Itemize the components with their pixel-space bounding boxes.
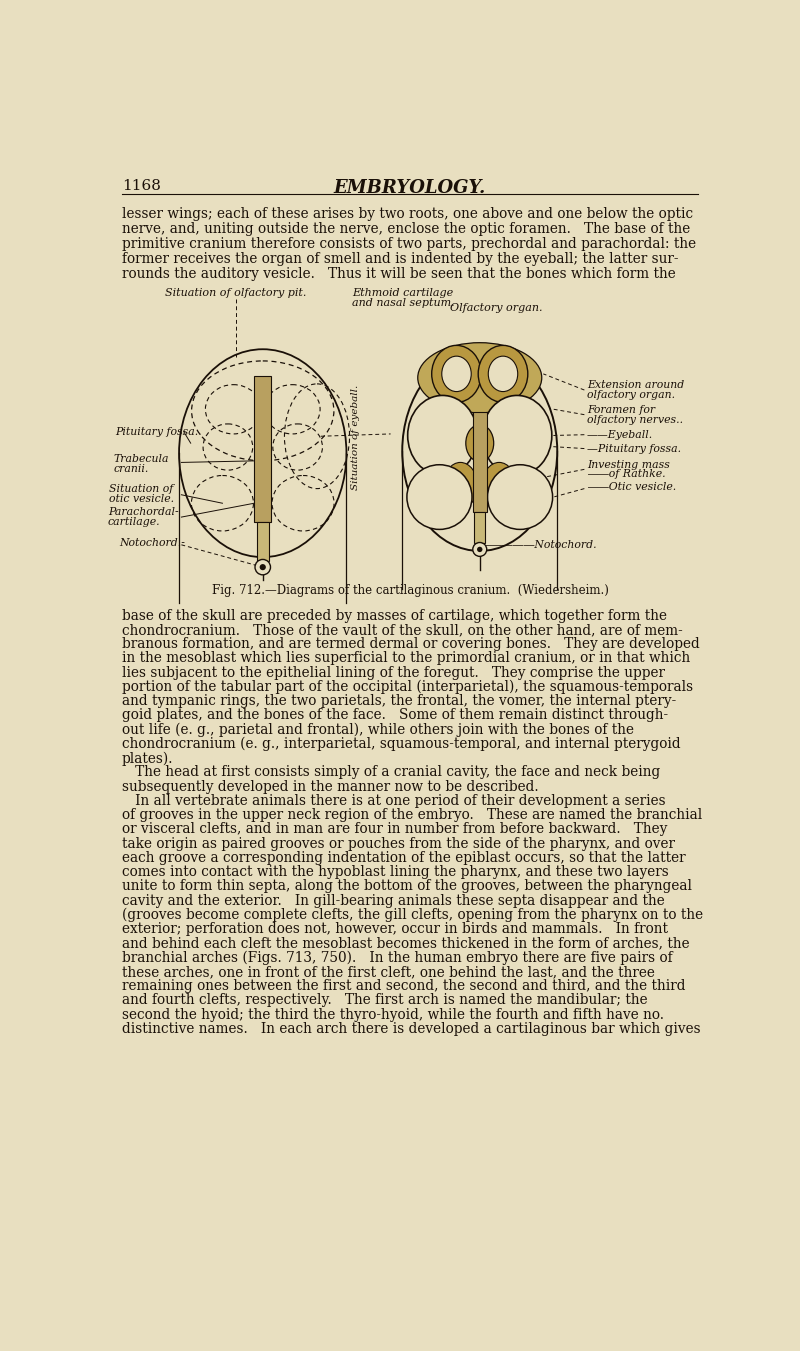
- Ellipse shape: [487, 465, 553, 530]
- Text: chondrocranium (e. g., interparietal, squamous-temporal, and internal pterygoid: chondrocranium (e. g., interparietal, sq…: [122, 736, 680, 751]
- Text: rounds the auditory vesicle.   Thus it will be seen that the bones which form th: rounds the auditory vesicle. Thus it wil…: [122, 267, 675, 281]
- Text: Pituitary fossa..: Pituitary fossa..: [115, 427, 202, 436]
- Text: goid plates, and the bones of the face.   Some of them remain distinct through-: goid plates, and the bones of the face. …: [122, 708, 668, 723]
- Text: distinctive names.   In each arch there is developed a cartilaginous bar which g: distinctive names. In each arch there is…: [122, 1021, 700, 1036]
- Text: —Pituitary fossa.: —Pituitary fossa.: [586, 443, 681, 454]
- Text: of grooves in the upper neck region of the embryo.   These are named the branchi: of grooves in the upper neck region of t…: [122, 808, 702, 823]
- Text: comes into contact with the hypoblast lining the pharynx, and these two layers: comes into contact with the hypoblast li…: [122, 865, 669, 880]
- Circle shape: [260, 565, 266, 570]
- Text: subsequently developed in the manner now to be described.: subsequently developed in the manner now…: [122, 780, 538, 793]
- Ellipse shape: [179, 349, 346, 557]
- Ellipse shape: [442, 357, 471, 392]
- Text: ――Otic vesicle.: ――Otic vesicle.: [586, 482, 676, 492]
- Text: former receives the organ of smell and is indented by the eyeball; the latter su: former receives the organ of smell and i…: [122, 251, 678, 266]
- Text: Trabecula: Trabecula: [114, 454, 170, 463]
- Ellipse shape: [482, 396, 552, 476]
- Ellipse shape: [478, 346, 528, 403]
- Text: Ethmoid cartilage: Ethmoid cartilage: [352, 288, 453, 297]
- Bar: [257, 523, 269, 561]
- Text: 1168: 1168: [122, 180, 161, 193]
- Text: and behind each cleft the mesoblast becomes thickened in the form of arches, the: and behind each cleft the mesoblast beco…: [122, 936, 690, 950]
- Circle shape: [477, 547, 482, 553]
- Text: otic vesicle.: otic vesicle.: [110, 494, 174, 504]
- Text: or visceral clefts, and in man are four in number from before backward.   They: or visceral clefts, and in man are four …: [122, 823, 667, 836]
- Ellipse shape: [488, 357, 518, 392]
- Text: Olfactory organ.: Olfactory organ.: [450, 303, 542, 313]
- Text: plates).: plates).: [122, 751, 173, 766]
- Text: unite to form thin septa, along the bottom of the grooves, between the pharyngea: unite to form thin septa, along the bott…: [122, 880, 692, 893]
- Text: ――of Rathke.: ――of Rathke.: [586, 469, 666, 480]
- Text: lies subjacent to the epithelial lining of the foregut.   They comprise the uppe: lies subjacent to the epithelial lining …: [122, 666, 665, 680]
- Ellipse shape: [482, 462, 516, 508]
- Text: Foramen for: Foramen for: [586, 405, 655, 415]
- Text: Situation of eyeball.: Situation of eyeball.: [351, 385, 360, 490]
- Ellipse shape: [432, 346, 482, 403]
- Text: nerve, and, uniting outside the nerve, enclose the optic foramen.   The base of : nerve, and, uniting outside the nerve, e…: [122, 222, 690, 236]
- Text: out life (e. g., parietal and frontal), while others join with the bones of the: out life (e. g., parietal and frontal), …: [122, 723, 634, 738]
- Text: take origin as paired grooves or pouches from the side of the pharynx, and over: take origin as paired grooves or pouches…: [122, 836, 674, 851]
- Text: each groove a corresponding indentation of the epiblast occurs, so that the latt: each groove a corresponding indentation …: [122, 851, 686, 865]
- Ellipse shape: [407, 465, 472, 530]
- Text: remaining ones between the first and second, the second and third, and the third: remaining ones between the first and sec…: [122, 979, 685, 993]
- Text: chondrocranium.   Those of the vault of the skull, on the other hand, are of mem: chondrocranium. Those of the vault of th…: [122, 623, 682, 636]
- Circle shape: [473, 543, 486, 557]
- Text: ——Eyeball.: ——Eyeball.: [586, 430, 653, 439]
- Ellipse shape: [402, 351, 558, 551]
- Text: in the mesoblast which lies superficial to the primordial cranium, or in that wh: in the mesoblast which lies superficial …: [122, 651, 690, 666]
- Text: portion of the tabular part of the occipital (interparietal), the squamous-tempo: portion of the tabular part of the occip…: [122, 680, 693, 694]
- Text: and tympanic rings, the two parietals, the frontal, the vomer, the internal pter: and tympanic rings, the two parietals, t…: [122, 694, 676, 708]
- Text: and nasal septum.: and nasal septum.: [352, 299, 454, 308]
- Text: Notochord.-: Notochord.-: [119, 538, 186, 549]
- Circle shape: [255, 559, 270, 574]
- Text: olfactory nerves..: olfactory nerves..: [586, 415, 683, 426]
- Text: second the hyoid; the third the thyro-hyoid, while the fourth and fifth have no.: second the hyoid; the third the thyro-hy…: [122, 1008, 664, 1021]
- Text: branchial arches (Figs. 713, 750).   In the human embryo there are five pairs of: branchial arches (Figs. 713, 750). In th…: [122, 951, 672, 965]
- Text: base of the skull are preceded by masses of cartilage, which together form the: base of the skull are preceded by masses…: [122, 609, 666, 623]
- Text: branous formation, and are termed dermal or covering bones.   They are developed: branous formation, and are termed dermal…: [122, 638, 699, 651]
- Ellipse shape: [418, 343, 542, 413]
- Text: (grooves become complete clefts, the gill clefts, opening from the pharynx on to: (grooves become complete clefts, the gil…: [122, 908, 703, 923]
- Text: olfactory organ.: olfactory organ.: [586, 390, 675, 400]
- Ellipse shape: [466, 424, 494, 462]
- Text: Extension around: Extension around: [586, 381, 684, 390]
- Text: cranii.: cranii.: [114, 465, 150, 474]
- Text: Fig. 712.—Diagrams of the cartilaginous cranium.  (Wiedersheim.): Fig. 712.—Diagrams of the cartilaginous …: [211, 584, 609, 597]
- Text: cartilage.: cartilage.: [108, 516, 160, 527]
- Text: Parachordal-: Parachordal-: [108, 508, 178, 517]
- Text: Situation of: Situation of: [110, 485, 174, 494]
- Bar: [254, 376, 271, 523]
- Ellipse shape: [443, 462, 478, 508]
- Text: cavity and the exterior.   In gill-bearing animals these septa disappear and the: cavity and the exterior. In gill-bearing…: [122, 893, 665, 908]
- Bar: [474, 512, 485, 543]
- Text: lesser wings; each of these arises by two roots, one above and one below the opt: lesser wings; each of these arises by tw…: [122, 207, 693, 220]
- Text: Investing mass: Investing mass: [586, 459, 670, 470]
- Text: In all vertebrate animals there is at one period of their development a series: In all vertebrate animals there is at on…: [122, 794, 666, 808]
- Text: EMBRYOLOGY.: EMBRYOLOGY.: [334, 180, 486, 197]
- Text: primitive cranium therefore consists of two parts, prechordal and parachordal: t: primitive cranium therefore consists of …: [122, 236, 696, 251]
- Ellipse shape: [408, 396, 478, 476]
- Text: Situation of olfactory pit.: Situation of olfactory pit.: [165, 288, 306, 297]
- Text: ―――――Notochord.: ―――――Notochord.: [480, 540, 596, 550]
- Text: The head at first consists simply of a cranial cavity, the face and neck being: The head at first consists simply of a c…: [122, 766, 660, 780]
- Text: exterior; perforation does not, however, occur in birds and mammals.   In front: exterior; perforation does not, however,…: [122, 923, 668, 936]
- Text: and fourth clefts, respectively.   The first arch is named the mandibular; the: and fourth clefts, respectively. The fir…: [122, 993, 647, 1008]
- Bar: [473, 412, 486, 512]
- Text: these arches, one in front of the first cleft, one behind the last, and the thre: these arches, one in front of the first …: [122, 965, 654, 979]
